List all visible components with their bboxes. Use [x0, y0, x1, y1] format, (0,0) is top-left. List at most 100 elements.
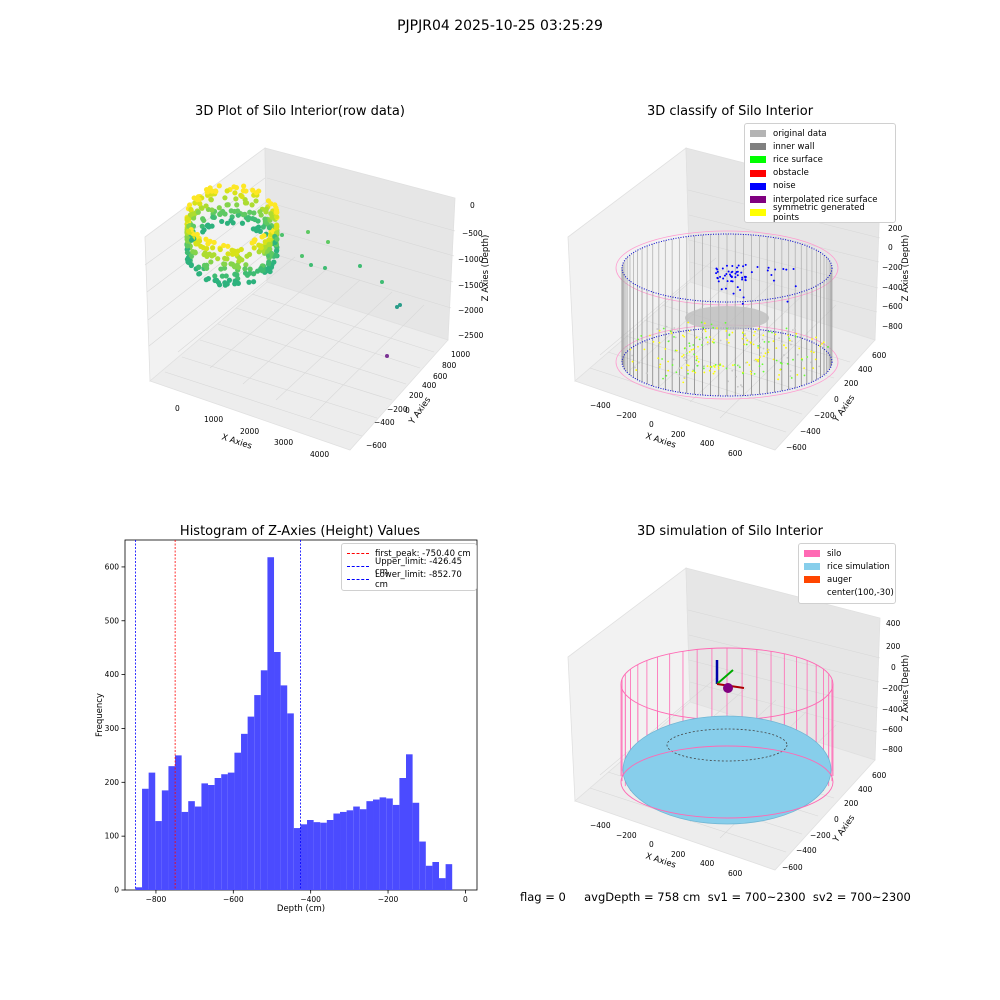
y-tick-label: 200 — [105, 778, 120, 787]
point — [268, 210, 274, 217]
z-tick: −600 — [882, 725, 903, 734]
surface-point — [682, 381, 685, 384]
surface-point — [685, 346, 688, 349]
surface-point — [643, 348, 646, 351]
surface-point — [812, 367, 815, 370]
x-tick-label: −600 — [223, 895, 244, 904]
noise-point — [732, 292, 735, 295]
surface-point — [809, 361, 812, 364]
surface-point — [678, 367, 681, 370]
surface-point — [712, 338, 715, 341]
point — [216, 183, 222, 189]
y-tick: 0 — [834, 395, 839, 404]
point — [234, 262, 240, 268]
simulation-3d-plot: 400 200 0 −200 −400 −600 −800 Z Axies (D… — [567, 567, 910, 878]
x-axis-label: Depth (cm) — [277, 904, 325, 914]
point — [273, 205, 279, 211]
surface-point — [735, 375, 737, 378]
surface-point — [673, 335, 675, 338]
axes-panes — [144, 147, 456, 451]
surface-point — [719, 364, 721, 366]
surface-point — [713, 365, 715, 367]
surface-point — [665, 325, 668, 328]
legend-item: obstacle — [750, 167, 890, 180]
point — [262, 216, 268, 222]
noise-point — [737, 264, 740, 267]
x-tick-label: −400 — [300, 895, 321, 904]
surface-point — [687, 372, 689, 375]
rice-surface — [622, 715, 832, 825]
surface-point — [713, 370, 716, 373]
x-tick: −200 — [616, 411, 637, 420]
z-tick-labels: 400 200 0 −200 −400 −600 −800 — [882, 619, 903, 754]
surface-point — [698, 338, 701, 341]
point — [253, 190, 259, 196]
surface-point — [717, 365, 720, 367]
surface-point — [741, 385, 744, 388]
surface-point — [745, 361, 747, 364]
surface-point — [680, 367, 683, 369]
noise-point — [740, 271, 743, 274]
legend-item: inner wall — [750, 140, 890, 153]
outlier-point — [385, 354, 389, 358]
point — [244, 253, 250, 259]
point — [193, 240, 199, 246]
point — [233, 185, 240, 191]
surface-point — [792, 358, 794, 361]
y-tick: 0 — [405, 406, 410, 415]
histogram-bar — [412, 802, 420, 890]
surface-point — [685, 351, 688, 354]
legend-item: silo — [804, 547, 890, 560]
surface-point — [791, 329, 794, 331]
y-tick: −600 — [366, 441, 387, 450]
surface-point — [674, 336, 677, 339]
legend-label: Upper_limit: -426.45 cm — [375, 556, 463, 577]
noise-point — [734, 272, 737, 275]
legend-item: Upper_limit: -426.45 cm — [347, 557, 471, 577]
noise-point — [722, 277, 725, 280]
surface-point — [637, 338, 639, 341]
surface-point — [777, 378, 780, 381]
surface-point — [790, 377, 793, 379]
noise-point — [794, 285, 797, 288]
legend-swatch — [750, 169, 766, 177]
point — [184, 215, 190, 222]
histogram-bar — [432, 862, 439, 890]
outlier-point — [380, 280, 384, 284]
noise-point — [774, 268, 777, 271]
histogram-bar — [326, 820, 334, 890]
x-tick-labels: −400 −200 0 200 400 600 — [590, 821, 743, 878]
point — [243, 188, 249, 194]
surface-point — [748, 340, 751, 343]
surface-point — [665, 374, 668, 377]
surface-point — [752, 334, 755, 337]
surface-point — [708, 336, 711, 338]
surface-point — [629, 348, 632, 351]
surface-point — [726, 338, 728, 341]
noise-point — [720, 288, 723, 291]
x-tick: 0 — [175, 404, 180, 413]
histogram-bar — [201, 783, 209, 890]
surface-point — [752, 343, 755, 346]
surface-point — [694, 371, 697, 374]
surface-point — [706, 341, 709, 344]
histogram-bar — [392, 804, 400, 890]
legend-line — [347, 553, 369, 555]
histogram-bar — [313, 822, 321, 890]
legend-line — [347, 579, 369, 581]
noise-point — [742, 296, 745, 299]
z-tick: 200 — [888, 224, 903, 233]
x-tick: 200 — [671, 430, 686, 439]
point — [268, 201, 274, 207]
noise-point — [719, 275, 722, 278]
z-tick: −1500 — [458, 281, 484, 290]
histogram-bar — [227, 772, 235, 890]
noise-point — [717, 280, 720, 283]
classified-point-cloud — [615, 230, 839, 400]
histogram-bar — [168, 766, 176, 890]
legend-label: original data — [773, 128, 827, 139]
surface-point — [771, 331, 773, 334]
point — [185, 257, 192, 264]
surface-point — [734, 363, 736, 366]
point — [208, 259, 214, 265]
